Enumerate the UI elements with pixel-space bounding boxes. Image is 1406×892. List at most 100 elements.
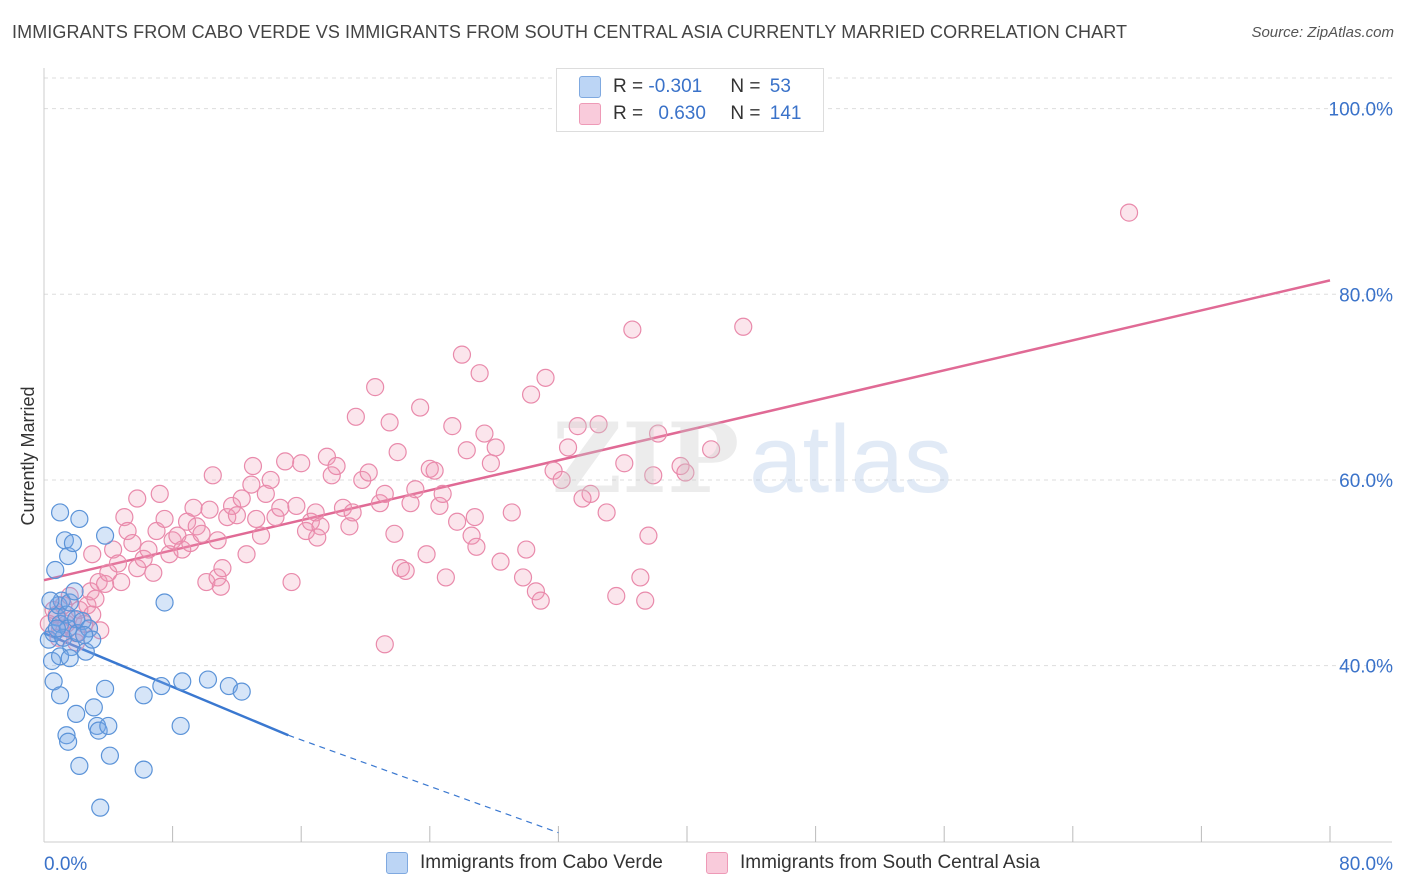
- point-south-central-asia: [644, 466, 663, 485]
- series-swatch-blue: [386, 852, 408, 874]
- point-south-central-asia: [99, 563, 118, 582]
- series-legend-cabo-verde: Immigrants from Cabo Verde: [386, 852, 663, 874]
- point-cabo-verde: [152, 676, 171, 696]
- point-south-central-asia: [346, 407, 365, 426]
- trend-line-south-central-asia: [43, 279, 1331, 582]
- point-cabo-verde: [67, 610, 86, 629]
- point-cabo-verde: [57, 726, 76, 745]
- point-south-central-asia: [411, 398, 430, 417]
- point-south-central-asia: [306, 503, 325, 522]
- point-south-central-asia: [734, 317, 753, 336]
- point-south-central-asia: [443, 417, 462, 436]
- point-south-central-asia: [353, 470, 372, 490]
- series-name-south-central-asia: Immigrants from South Central Asia: [740, 852, 1040, 873]
- point-cabo-verde: [57, 605, 76, 624]
- point-south-central-asia: [401, 494, 420, 513]
- point-cabo-verde: [84, 698, 103, 717]
- point-south-central-asia: [292, 454, 311, 473]
- legend-n-value: 53: [769, 76, 791, 97]
- point-south-central-asia: [144, 563, 163, 582]
- point-south-central-asia: [227, 506, 246, 525]
- point-south-central-asia: [327, 456, 346, 476]
- point-south-central-asia: [247, 509, 266, 529]
- y-tick-label: 60.0%: [1339, 471, 1393, 492]
- point-south-central-asia: [406, 480, 425, 499]
- legend-n-value: 141: [769, 103, 802, 124]
- point-cabo-verde: [65, 582, 84, 601]
- y-tick-label: 100.0%: [1329, 100, 1394, 121]
- point-south-central-asia: [452, 345, 472, 364]
- point-cabo-verde: [155, 593, 174, 612]
- legend-r-label: R =: [613, 76, 649, 97]
- point-cabo-verde: [60, 649, 79, 668]
- point-south-central-asia: [391, 559, 410, 578]
- point-south-central-asia: [1119, 203, 1139, 222]
- point-south-central-asia: [521, 385, 541, 404]
- point-south-central-asia: [340, 517, 359, 536]
- point-south-central-asia: [558, 438, 578, 457]
- point-south-central-asia: [276, 452, 295, 471]
- point-south-central-asia: [317, 447, 337, 466]
- point-south-central-asia: [322, 466, 341, 485]
- point-south-central-asia: [526, 582, 545, 601]
- point-south-central-asia: [287, 496, 306, 516]
- point-south-central-asia: [531, 591, 550, 610]
- point-south-central-asia: [139, 540, 158, 559]
- trend-line-cabo-verde-extension: [288, 734, 559, 834]
- x-tick-label-left: 0.0%: [44, 854, 87, 875]
- trend-line-cabo-verde: [43, 631, 289, 737]
- point-south-central-asia: [470, 364, 489, 383]
- point-cabo-verde: [70, 509, 89, 529]
- legend-r-label: R =: [613, 103, 649, 124]
- chart-title: IMMIGRANTS FROM CABO VERDE VS IMMIGRANTS…: [12, 22, 1128, 42]
- point-cabo-verde: [59, 732, 78, 751]
- point-south-central-asia: [123, 533, 142, 553]
- legend-row-south-central-asia: R = 0.630 N = 141: [579, 101, 801, 127]
- point-south-central-asia: [467, 537, 486, 556]
- point-cabo-verde: [89, 721, 108, 740]
- point-south-central-asia: [282, 572, 301, 592]
- point-south-central-asia: [89, 572, 108, 592]
- legend-swatch-pink: [579, 103, 601, 125]
- point-south-central-asia: [237, 545, 256, 564]
- point-south-central-asia: [385, 524, 404, 543]
- point-south-central-asia: [104, 540, 123, 559]
- point-south-central-asia: [375, 635, 394, 654]
- point-south-central-asia: [150, 484, 169, 503]
- point-cabo-verde: [70, 756, 89, 775]
- point-south-central-asia: [465, 507, 484, 527]
- point-south-central-asia: [261, 470, 280, 490]
- series-legend: Immigrants from Cabo Verde Immigrants fr…: [0, 850, 1406, 880]
- point-south-central-asia: [636, 591, 655, 610]
- y-tick-label: 80.0%: [1339, 285, 1393, 306]
- point-cabo-verde: [63, 533, 83, 553]
- point-south-central-asia: [475, 424, 494, 443]
- point-south-central-asia: [311, 517, 330, 536]
- point-cabo-verde: [41, 591, 60, 610]
- point-south-central-asia: [118, 521, 137, 541]
- tick-labels: 40.0% 60.0% 80.0% 100.0% 0.0% 80.0%: [44, 100, 1393, 875]
- point-south-central-asia: [457, 441, 476, 460]
- point-cabo-verde: [47, 619, 66, 638]
- point-south-central-asia: [513, 568, 533, 587]
- point-south-central-asia: [481, 454, 500, 473]
- legend-n-label: N =: [730, 103, 766, 124]
- point-south-central-asia: [301, 512, 320, 531]
- point-south-central-asia: [491, 552, 510, 571]
- point-south-central-asia: [380, 413, 399, 432]
- point-south-central-asia: [296, 521, 316, 541]
- point-south-central-asia: [256, 484, 275, 503]
- point-south-central-asia: [573, 489, 592, 508]
- x-tick-label-right: 80.0%: [1339, 854, 1393, 875]
- series-swatch-pink: [706, 852, 728, 874]
- point-south-central-asia: [222, 496, 242, 516]
- point-south-central-asia: [86, 589, 105, 608]
- point-cabo-verde: [73, 611, 92, 631]
- point-south-central-asia: [462, 526, 481, 545]
- point-south-central-asia: [436, 568, 455, 587]
- point-cabo-verde: [99, 716, 118, 736]
- point-south-central-asia: [83, 545, 102, 564]
- point-south-central-asia: [213, 559, 232, 578]
- point-south-central-asia: [430, 496, 449, 516]
- point-cabo-verde: [60, 593, 79, 612]
